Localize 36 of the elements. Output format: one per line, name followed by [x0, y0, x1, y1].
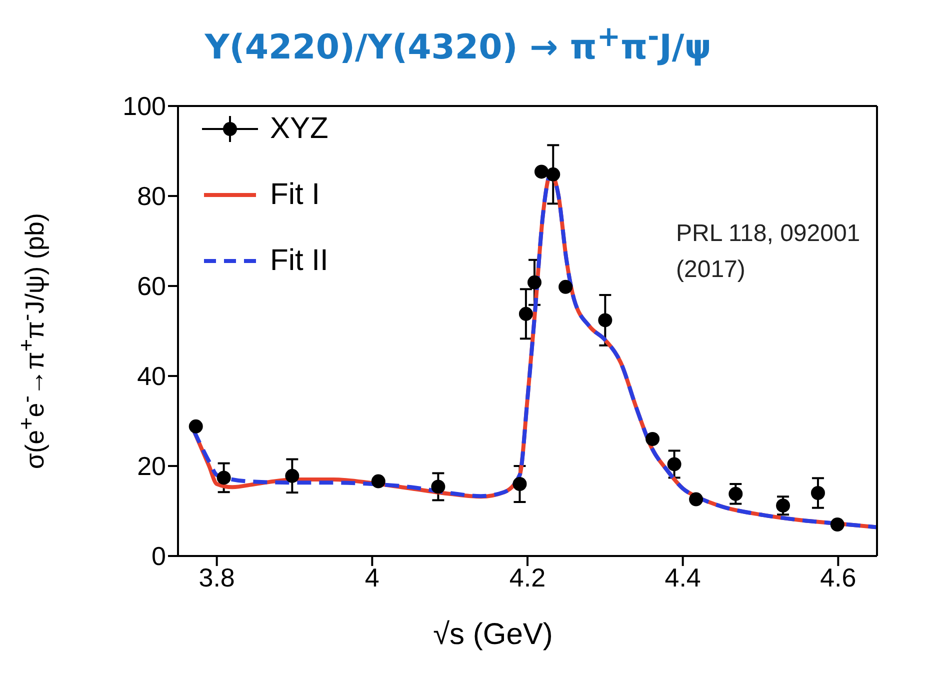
y-tick-label: 0	[152, 541, 166, 572]
x-tick-label: 4.4	[664, 562, 701, 592]
point	[512, 477, 527, 491]
x-tick-label: 4	[364, 562, 380, 592]
legend-label: XYZ	[270, 112, 328, 146]
point	[728, 486, 743, 501]
legend-label: Fit I	[270, 178, 320, 212]
y-tick-label: 60	[137, 271, 166, 302]
point	[667, 457, 682, 472]
point	[646, 432, 660, 446]
x-tick-label: 4.6	[820, 562, 856, 592]
point	[285, 468, 300, 483]
point	[371, 474, 386, 488]
point	[558, 280, 573, 294]
point	[188, 419, 203, 434]
y-tick-label: 80	[137, 181, 166, 212]
x-tick-label: 4.2	[509, 562, 546, 592]
point	[518, 306, 533, 321]
x-tick-label: 3.8	[198, 562, 235, 592]
point	[534, 164, 548, 179]
point	[830, 518, 844, 532]
annotation: PRL 118, 092001 (2017)	[676, 219, 862, 285]
y-tick-label: 20	[137, 451, 166, 482]
chart-title: Y(4220)/Y(4320) → π$^{+}$π$^{-}$J/ψ	[204, 19, 712, 68]
point	[216, 470, 231, 485]
point	[527, 275, 542, 290]
x-axis-title: √s (GeV)	[432, 618, 554, 652]
point	[598, 313, 612, 328]
y-tick-label: 100	[122, 91, 166, 122]
point	[810, 486, 825, 500]
point	[431, 480, 446, 494]
y-tick-label: 40	[137, 361, 166, 392]
point	[689, 492, 704, 506]
point	[776, 498, 790, 513]
point	[546, 167, 560, 182]
legend-label: Fit II	[270, 244, 328, 278]
